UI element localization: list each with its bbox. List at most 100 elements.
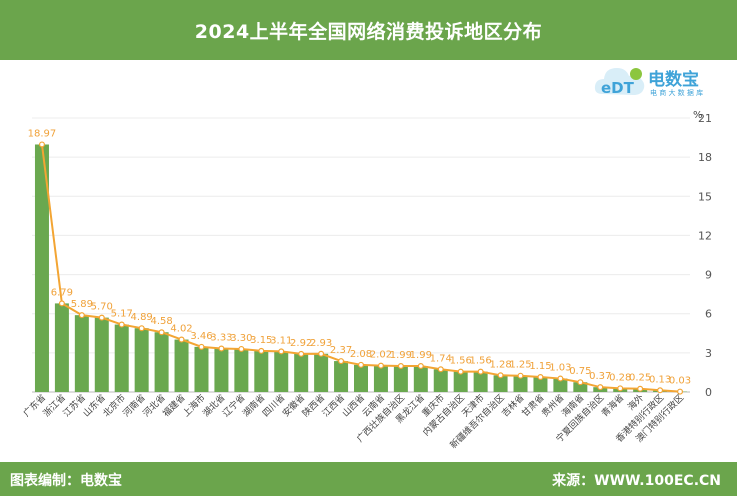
data-label: 5.17 [111,309,133,320]
data-label: 0.28 [609,372,631,383]
bar [254,350,269,392]
trend-point [118,321,125,328]
y-tick-label: 0 [705,386,712,399]
header-banner: 2024上半年全国网络消费投诉地区分布 [0,0,737,60]
data-label: 2.92 [290,338,312,349]
trend-point [258,347,265,354]
bar [34,144,49,392]
bar [354,364,368,392]
data-label: 1.15 [529,361,551,372]
bar [274,351,289,392]
trend-point [238,345,245,352]
bar [234,348,249,392]
trend-point [397,363,404,370]
y-tick-label: 21 [698,112,712,125]
trend-point [457,368,464,375]
trend-point [178,336,185,343]
trend-point [517,372,524,379]
y-tick-label: 9 [705,269,712,282]
data-label: 3.30 [230,333,252,344]
bar [513,375,528,392]
footer-source: 来源：WWW.100EC.CN [552,473,721,489]
data-label: 1.99 [410,350,432,361]
value-labels: 18.976.795.895.705.174.894.584.023.463.3… [28,128,692,386]
y-tick-label: 18 [698,151,712,164]
x-axis-ticks: 广东省浙江省江苏省山东省北京市河南省河北省福建省上海市湖北省辽宁省湖南省四川省安… [21,392,687,451]
bar [334,361,349,392]
trend-point [218,345,225,352]
bar [294,353,309,392]
trend-point [637,385,644,392]
trend-point [437,366,444,373]
bar [553,378,568,392]
bar [433,369,448,392]
bar [154,332,169,392]
trend-point [557,375,564,382]
bar [74,315,89,392]
data-label: 2.02 [370,350,392,361]
trend-point [377,362,384,369]
bar [214,348,229,392]
logo-tagline: 电 商 大 数 据 库 [650,89,704,97]
bar [54,303,69,392]
bar [493,375,508,392]
data-label: 18.97 [28,128,57,139]
bar [393,366,408,392]
bar [134,328,149,392]
bar [473,371,488,392]
data-label: 2.37 [330,345,352,356]
trend-point [298,350,305,357]
trend-point [338,358,345,365]
data-label: 4.89 [131,312,153,323]
data-label: 3.33 [210,333,232,344]
data-label: 1.56 [470,356,492,367]
data-label: 0.13 [649,374,671,385]
bar [94,317,109,392]
trend-point [78,312,85,319]
footer-banner: 图表编制：电数宝 来源：WWW.100EC.CN [0,462,737,496]
trend-point [38,141,45,148]
bar-chart: 18.976.795.895.705.174.894.584.023.463.3… [21,110,712,451]
trend-point [158,329,165,336]
data-label: 0.37 [589,371,611,382]
y-tick-label: 12 [698,229,712,242]
data-label: 1.25 [509,360,531,371]
x-tick-label: 青海省 [599,392,627,420]
trend-point [58,300,65,307]
trend-point [537,373,544,380]
data-label: 1.28 [489,359,511,370]
logo-mark: eDT [601,79,635,97]
trend-line [38,141,684,395]
trend-point [497,372,504,379]
trend-point [677,388,684,395]
trend-point [278,348,285,355]
y-axis-ticks: 0 3 6 9 12 15 18 21 [698,112,712,399]
bar [114,324,129,392]
data-label: 1.99 [390,350,412,361]
y-tick-label: 15 [698,190,712,203]
y-tick-label: 3 [705,347,712,360]
edt-logo: eDT 电数宝 电 商 大 数 据 库 [592,60,717,102]
data-label: 4.02 [170,324,192,335]
trend-point [138,325,145,332]
data-label: 1.03 [549,363,571,374]
bar [373,365,388,392]
data-label: 3.46 [190,331,212,342]
data-label: 3.15 [250,335,272,346]
data-label: 3.11 [270,335,292,346]
data-label: 5.70 [91,302,113,313]
data-label: 0.25 [629,373,651,384]
trend-point [657,387,664,394]
chart-title: 2024上半年全国网络消费投诉地区分布 [194,20,543,43]
bar [174,339,189,392]
y-axis-unit: % [693,110,703,121]
trend-point [358,361,365,368]
trend-point [617,385,624,392]
trend-point [477,368,484,375]
trend-point [198,343,205,350]
bar [314,353,329,392]
bars [34,144,688,392]
data-label: 1.74 [430,353,452,364]
trend-point [597,384,604,391]
data-label: 5.89 [71,299,93,310]
